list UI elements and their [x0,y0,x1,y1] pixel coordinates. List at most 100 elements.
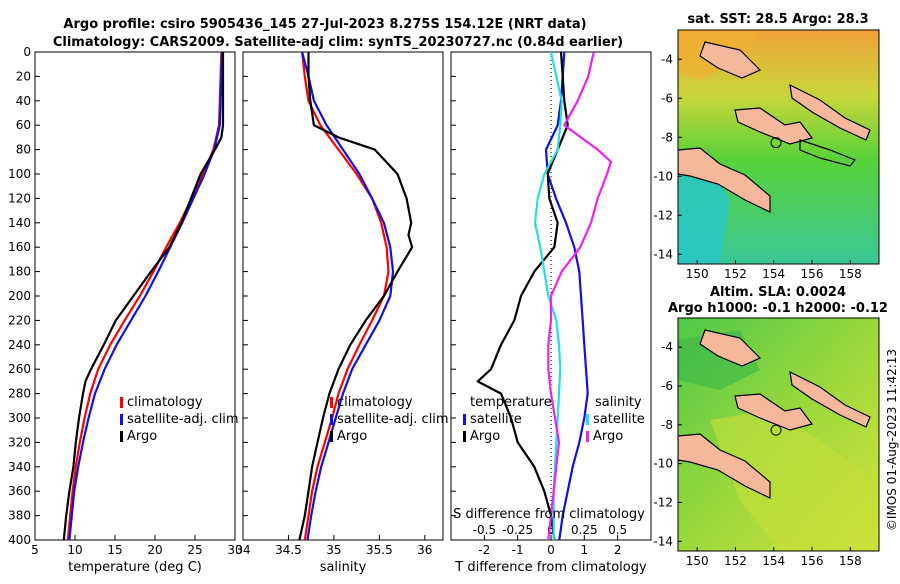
map-y-tick-label: -12 [653,495,673,509]
map-y-tick-label: -8 [661,418,673,432]
sst-map-title: sat. SST: 28.5 Argo: 28.3 [687,12,868,27]
y-tick-label: 380 [8,509,31,523]
sla-high-patch [710,410,879,551]
x-tick-label: 30 [227,543,242,557]
sla-map-field [678,318,879,551]
sla-map-ticks: 150 152 154 156 158 -4 -6 -8 -10 -12 -14 [653,340,861,568]
map-x-tick-label: 156 [801,554,824,568]
x-tick-label: 34.5 [275,543,302,557]
s-tick-label: 0.5 [608,523,627,537]
map-x-tick-label: 156 [801,267,824,281]
y-tick-label: 120 [8,191,31,205]
series-line-argo [62,52,225,540]
sst-map-panel: sat. SST: 28.5 Argo: 28.3 150 152 154 156 15… [653,12,880,281]
y-tick-label: 40 [16,94,31,108]
map-y-tick-label: -6 [661,91,673,105]
float-position-marker [770,424,782,436]
s-tick-label: 0.25 [571,523,598,537]
sla-map-title-line2: Argo h1000: -0.1 h2000: -0.12 [668,301,888,316]
y-tick-label: 340 [8,460,31,474]
y-tick-label: 200 [8,289,31,303]
legend-label-t-satellite: satellite [470,412,522,427]
legend-label-temperature: temperature [470,395,552,410]
s-tick-label: 0 [547,523,555,537]
legend-label-climatology: climatology [127,395,203,410]
legend-label-satellite: satellite-adj. clim [337,412,449,427]
cool-water-patch [678,150,730,264]
map-x-tick-label: 154 [762,267,785,281]
y-tick-label: 100 [8,167,31,181]
map-x-tick-label: 158 [839,267,862,281]
difference-legend-t: temperature satellite Argo [463,395,552,444]
y-tick-label: 300 [8,411,31,425]
y-tick-label: 280 [8,387,31,401]
difference-legend-s: salinity satellite Argo [586,395,645,444]
temperature-lines [62,52,225,540]
y-tick-label: 220 [8,313,31,327]
salinity-axes-box [242,51,444,541]
y-tick-label: 160 [8,240,31,254]
legend-label-climatology: climatology [337,395,413,410]
x-tick-label: 2 [614,543,622,557]
legend-swatch-argo [330,431,333,442]
sst-map-ticks: 150 152 154 156 158 -4 -6 -8 -10 -12 -14 [653,52,861,281]
land-papua-tail [678,147,771,213]
temperature-ticks: 5 10 15 20 25 3002040608010012014016018020022… [8,45,243,557]
land-papua-tail [678,433,771,499]
series-line-t-argo [476,52,569,540]
land-new-guinea [699,41,762,79]
temperature-xlabel: temperature (deg C) [68,560,202,575]
s-tick-label: -0.25 [502,523,533,537]
legend-label-satellite: satellite-adj. clim [127,412,239,427]
legend-swatch-satellite [120,414,123,425]
y-tick-label: 140 [8,216,31,230]
series-line-s-satellite [533,52,563,540]
salinity-legend: climatology satellite-adj. clim Argo [330,395,449,444]
sla-map-frame [677,317,880,552]
legend-label-t-argo: Argo [470,429,500,444]
x-tick-label: 25 [187,543,202,557]
y-tick-label: 60 [16,118,31,132]
land-bougainville [799,139,856,167]
legend-label-argo: Argo [337,429,367,444]
map-y-tick-label: -14 [653,534,673,548]
x-tick-label: -1 [512,543,524,557]
map-x-tick-label: 152 [724,554,747,568]
salinity-lines [298,52,414,540]
figure-title-line2: Climatology: CARS2009. Satellite-adj cli… [53,35,623,50]
legend-swatch-s-argo [586,431,589,442]
land-new-britain [734,393,814,431]
sst-map-field [678,30,879,264]
map-y-tick-label: -10 [653,169,673,183]
x-tick-label: 5 [31,543,39,557]
map-y-tick-label: -12 [653,208,673,222]
x-tick-label: 1 [581,543,589,557]
x-tick-label: 36 [417,543,432,557]
legend-swatch-argo [120,431,123,442]
temperature-legend: climatology satellite-adj. clim Argo [120,395,239,444]
y-tick-label: 20 [16,69,31,83]
sla-map-title-line1: Altim. SLA: 0.0024 [710,285,846,300]
sla-map-panel: Altim. SLA: 0.0024 Argo h1000: -0.1 h200… [653,285,888,568]
land-new-britain [734,107,814,145]
map-x-tick-label: 150 [686,554,709,568]
y-tick-label: 0 [23,45,31,59]
legend-swatch-t-satellite [463,414,466,425]
x-tick-label: 10 [67,543,82,557]
imos-credit: ©IMOS 01-Aug-2023 11:42:13 [885,349,899,531]
y-tick-label: 400 [8,533,31,547]
map-x-tick-label: 154 [762,554,785,568]
land-new-ireland [789,83,871,141]
y-tick-label: 80 [16,143,31,157]
series-line-s-argo [547,52,613,540]
figure-title-line1: Argo profile: csiro 5905436_145 27-Jul-2… [63,17,586,32]
legend-swatch-t-argo [463,431,466,442]
x-tick-label: 20 [147,543,162,557]
difference-ticks: -2 -1 0 1 2 -0.5 -0.25 0 0.25 0.5 [451,51,627,557]
salinity-panel: 34 34.5 35 35.5 36 salinity climatology sate… [235,51,449,575]
map-x-tick-label: 152 [724,267,747,281]
map-y-tick-label: -14 [653,247,673,261]
series-line-satellite-adj-clim [68,52,224,540]
